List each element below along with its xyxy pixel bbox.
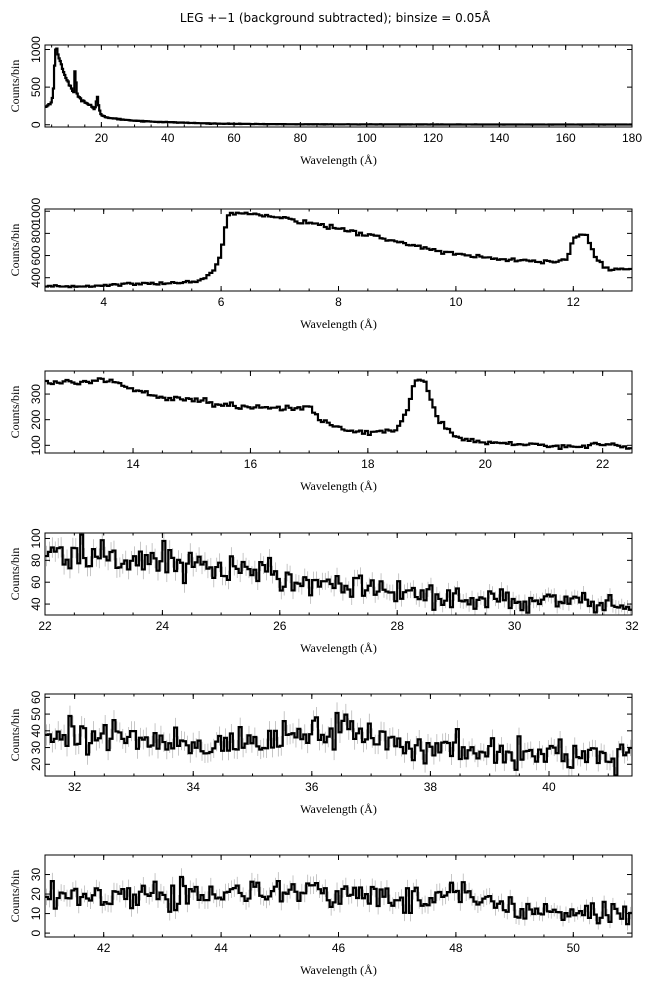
x-tick-label: 6 xyxy=(218,295,225,309)
chart-panel-5: 32 34 36 38 40 20 30 40 50 60 Wavelength (Å) Counts… xyxy=(8,690,633,816)
y-tick-label: 80 xyxy=(29,553,43,567)
x-tick-label: 20 xyxy=(95,131,109,145)
x-tick-label: 8 xyxy=(335,295,342,309)
x-tick-label: 60 xyxy=(227,131,241,145)
spectrum-step-line xyxy=(45,377,632,450)
x-tick-label: 32 xyxy=(625,619,639,633)
x-tick-label: 40 xyxy=(161,131,175,145)
y-axis-label: Counts/bin xyxy=(8,709,22,762)
error-bars xyxy=(46,533,631,615)
x-tick-label: 36 xyxy=(305,780,319,794)
y-tick-label: 50 xyxy=(29,707,43,721)
y-tick-label: 60 xyxy=(29,575,43,589)
y-tick-label: 0 xyxy=(29,929,43,936)
x-tick-label: 42 xyxy=(97,941,111,955)
x-tick-label: 14 xyxy=(126,457,140,471)
plot-frame xyxy=(44,208,633,292)
x-tick-label: 22 xyxy=(38,619,52,633)
x-axis-label: Wavelength (Å) xyxy=(300,963,377,977)
x-tick-label: 160 xyxy=(556,131,576,145)
x-tick-label: 24 xyxy=(156,619,170,633)
x-tick-label: 34 xyxy=(187,780,201,794)
x-tick-label: 16 xyxy=(244,457,258,471)
x-tick-label: 20 xyxy=(479,457,493,471)
y-tick-label: 30 xyxy=(29,741,43,755)
x-axis-label: Wavelength (Å) xyxy=(300,802,377,816)
y-tick-label: 20 xyxy=(29,757,43,771)
x-axis-label: Wavelength (Å) xyxy=(300,317,377,331)
y-axis-label: Counts/bin xyxy=(8,548,22,601)
y-tick-label: 600 xyxy=(29,245,43,265)
chart-panel-6: 42 44 46 48 50 0 10 20 30 Wavelength (Å) Counts/bi… xyxy=(8,854,633,977)
x-tick-label: 10 xyxy=(449,295,463,309)
y-tick-label: 40 xyxy=(29,597,43,611)
y-tick-label: 500 xyxy=(29,77,43,97)
x-tick-label: 120 xyxy=(423,131,443,145)
y-tick-label: 1000 xyxy=(29,36,43,63)
y-axis-label: Counts/bin xyxy=(8,870,22,923)
x-tick-label: 46 xyxy=(332,941,346,955)
panels: 20 40 60 80 100 120 140 160 18005001000Wavelengt… xyxy=(8,36,642,977)
x-tick-label: 100 xyxy=(357,131,377,145)
x-tick-label: 140 xyxy=(489,131,509,145)
figure-title: LEG +−1 (background subtracted); binsize… xyxy=(180,10,491,25)
x-tick-label: 12 xyxy=(567,295,581,309)
x-tick-label: 18 xyxy=(361,457,375,471)
y-axis-label: Counts/bin xyxy=(8,386,22,439)
x-tick-label: 32 xyxy=(68,780,82,794)
x-axis-label: Wavelength (Å) xyxy=(300,479,377,493)
x-tick-label: 180 xyxy=(622,131,642,145)
x-axis-label: Wavelength (Å) xyxy=(300,153,377,167)
x-tick-label: 38 xyxy=(424,780,438,794)
y-tick-label: 800 xyxy=(29,223,43,243)
x-tick-label: 44 xyxy=(214,941,228,955)
spectrum-step-line xyxy=(45,533,632,614)
chart-panel-4: 22 24 26 28 30 32 40 60 80 100 Wavelength (Å) Count… xyxy=(8,528,639,655)
y-tick-label: 1000 xyxy=(29,198,43,225)
y-tick-label: 60 xyxy=(29,690,43,704)
y-axis-label: Counts/bin xyxy=(8,60,22,113)
spectrum-step-line xyxy=(45,211,632,289)
x-tick-label: 40 xyxy=(542,780,556,794)
x-tick-label: 80 xyxy=(294,131,308,145)
y-tick-label: 200 xyxy=(29,409,43,429)
x-tick-label: 50 xyxy=(567,941,581,955)
y-tick-label: 30 xyxy=(29,868,43,882)
y-tick-label: 20 xyxy=(29,887,43,901)
x-tick-label: 30 xyxy=(508,619,522,633)
y-tick-label: 400 xyxy=(29,267,43,287)
x-tick-label: 4 xyxy=(100,295,107,309)
y-tick-label: 300 xyxy=(29,384,43,404)
x-tick-label: 28 xyxy=(391,619,405,633)
y-tick-label: 100 xyxy=(29,435,43,455)
y-tick-label: 100 xyxy=(29,528,43,548)
y-tick-label: 40 xyxy=(29,724,43,738)
spectrum-step-line xyxy=(45,47,632,126)
spectrum-step-line xyxy=(45,711,632,777)
plot-frame xyxy=(44,370,633,454)
chart-panel-1: 20 40 60 80 100 120 140 160 180 0 500 1000 Wavelengt… xyxy=(8,36,642,167)
x-axis-label: Wavelength (Å) xyxy=(300,641,377,655)
x-tick-label: 22 xyxy=(596,457,610,471)
y-tick-label: 0 xyxy=(29,121,43,128)
x-tick-label: 48 xyxy=(449,941,463,955)
chart-panel-3: 14 16 18 20 22 100 200 300 Wavelength (Å) Counts/… xyxy=(8,370,633,493)
spectrum-step-line xyxy=(45,875,632,926)
y-axis-label: Counts/bin xyxy=(8,224,22,277)
plot-frame xyxy=(44,693,633,777)
y-tick-label: 10 xyxy=(29,907,43,921)
plot-frame xyxy=(44,44,633,128)
plot-frame xyxy=(44,532,633,616)
x-tick-label: 26 xyxy=(273,619,287,633)
